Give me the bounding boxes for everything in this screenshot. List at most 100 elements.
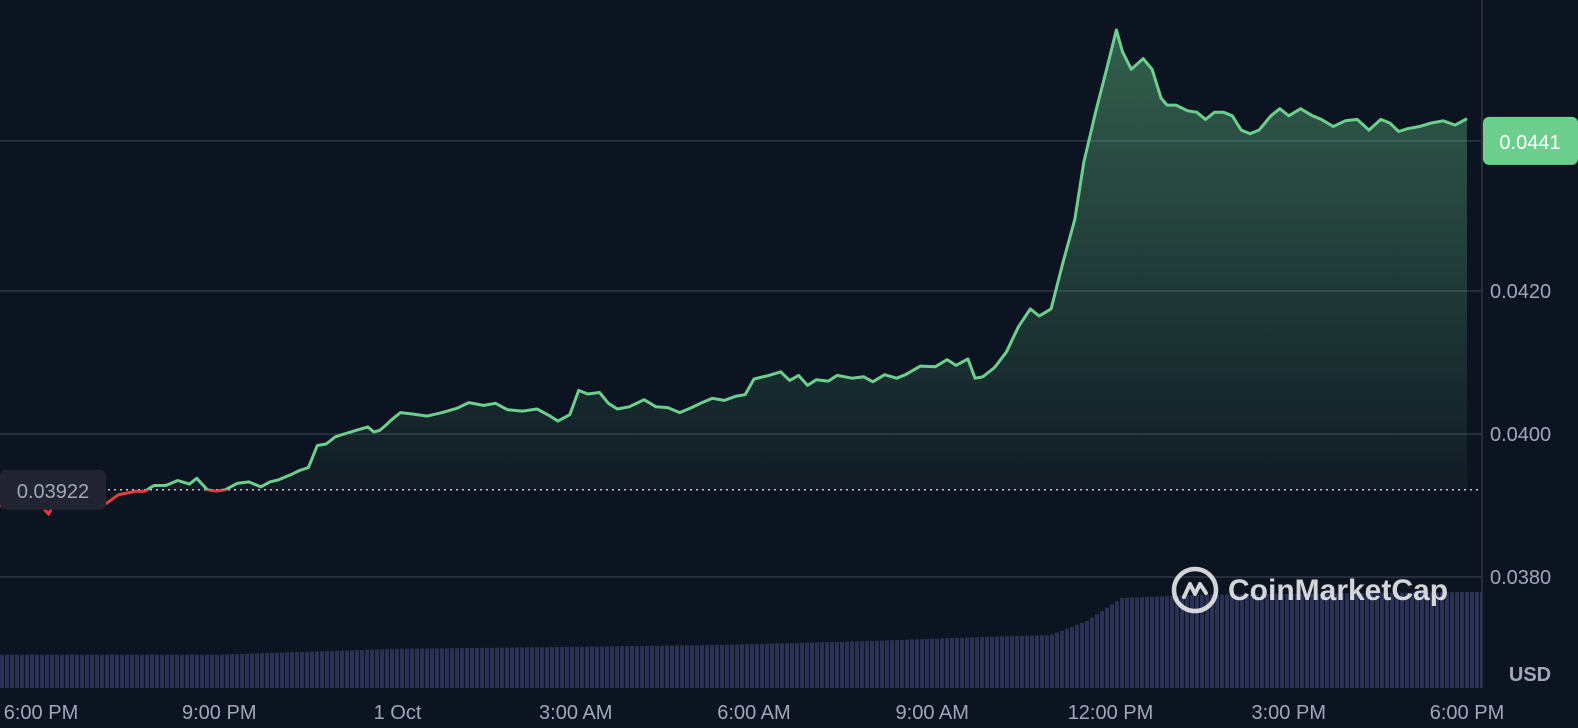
volume-bar: [485, 647, 489, 688]
y-tick-label: 0.0380: [1490, 567, 1551, 589]
volume-bar: [915, 639, 919, 688]
volume-bar: [1400, 592, 1404, 688]
volume-bar: [845, 641, 849, 688]
volume-bar: [295, 652, 299, 688]
volume-bar: [965, 637, 969, 688]
volume-bar: [1305, 593, 1309, 688]
volume-bar: [575, 646, 579, 688]
volume-bar: [1210, 594, 1214, 688]
volume-bar: [270, 652, 274, 688]
volume-bar: [590, 646, 594, 688]
volume-bar: [450, 648, 454, 688]
volume-bar: [1360, 593, 1364, 688]
volume-bar: [1035, 635, 1039, 688]
volume-bar: [135, 654, 139, 688]
volume-bar: [1070, 626, 1074, 688]
volume-bar: [810, 642, 814, 688]
volume-bar: [870, 640, 874, 688]
volume-bar: [110, 654, 114, 688]
volume-bar: [1175, 595, 1179, 688]
volume-bar: [1140, 597, 1144, 688]
volume-bar: [1045, 635, 1049, 688]
volume-bar: [100, 654, 104, 688]
volume-bar: [885, 640, 889, 688]
volume-bar: [1380, 592, 1384, 688]
volume-bar: [905, 639, 909, 688]
volume-bar: [1215, 594, 1219, 688]
volume-bar: [425, 648, 429, 688]
volume-bar: [1190, 595, 1194, 688]
volume-bar: [1030, 635, 1034, 688]
volume-bar: [630, 646, 634, 688]
volume-bar: [540, 647, 544, 688]
volume-bar: [325, 651, 329, 688]
volume-bar: [1480, 591, 1482, 688]
volume-bar: [360, 649, 364, 688]
volume-bar: [430, 648, 434, 688]
volume-bar: [150, 654, 154, 688]
volume-bar: [740, 644, 744, 688]
volume-bar: [535, 647, 539, 688]
volume-bar: [1060, 630, 1064, 688]
volume-bar: [1180, 595, 1184, 688]
volume-bar: [1335, 593, 1339, 688]
volume-bar: [240, 653, 244, 688]
volume-bar: [465, 648, 469, 688]
volume-bar: [1010, 636, 1014, 688]
volume-bar: [720, 644, 724, 688]
volume-bar: [285, 652, 289, 688]
volume-bar: [565, 646, 569, 688]
volume-bar: [520, 647, 524, 688]
volume-bar: [955, 637, 959, 688]
volume-bar: [180, 654, 184, 688]
volume-bar: [210, 654, 214, 688]
volume-bar: [1365, 593, 1369, 688]
volume-bar: [585, 646, 589, 688]
volume-bar: [970, 637, 974, 688]
volume-bar: [1105, 607, 1109, 688]
volume-bar: [1195, 594, 1199, 688]
volume-bar: [1455, 592, 1459, 688]
volume-bar: [1075, 624, 1079, 688]
volume-bar: [1170, 595, 1174, 688]
volume-bar: [855, 641, 859, 688]
volume-bar: [745, 644, 749, 688]
volume-bar: [605, 646, 609, 688]
volume-bar: [530, 647, 534, 688]
volume-bar: [1430, 592, 1434, 688]
volume-bar: [945, 638, 949, 688]
x-tick-label: 6:00 AM: [717, 702, 790, 724]
volume-bar: [1120, 597, 1124, 688]
volume-bar: [1155, 596, 1159, 688]
volume-bar: [645, 645, 649, 688]
volume-bar: [155, 654, 159, 688]
volume-bar: [1440, 592, 1444, 688]
volume-bar: [310, 651, 314, 688]
volume-bar: [165, 654, 169, 688]
volume-bar: [755, 644, 759, 688]
volume-bar: [455, 648, 459, 688]
volume-bar: [1280, 593, 1284, 688]
volume-bar: [995, 636, 999, 688]
volume-bar: [990, 636, 994, 688]
volume-bar: [470, 647, 474, 688]
volume-bar: [580, 646, 584, 688]
volume-bar: [750, 644, 754, 688]
volume-bar: [315, 651, 319, 688]
volume-bar: [1020, 635, 1024, 688]
volume-bar: [515, 647, 519, 688]
volume-bar: [1475, 591, 1479, 688]
volume-bar: [950, 638, 954, 688]
volume-bar: [1080, 622, 1084, 688]
volume-bar: [615, 646, 619, 688]
volume-bar: [815, 642, 819, 688]
volume-bar: [1320, 593, 1324, 688]
volume-bar: [960, 637, 964, 688]
volume-bar: [900, 639, 904, 688]
x-tick-label: 9:00 AM: [896, 702, 969, 724]
volume-bar: [1240, 594, 1244, 688]
volume-bar: [930, 638, 934, 688]
volume-bar: [225, 654, 229, 688]
